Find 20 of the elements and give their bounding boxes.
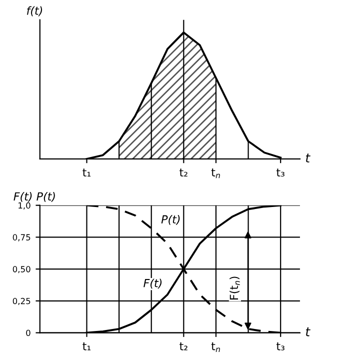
x-tick-label: t₁	[82, 168, 91, 176]
y-axis-title: F(t) P(t)	[14, 192, 55, 202]
annotation: F(t$_{n}$)	[230, 276, 240, 300]
x-tick-label: t₂	[180, 168, 188, 176]
x-tick-label: t₂	[180, 342, 188, 350]
x-tick-label: t₃	[276, 342, 284, 350]
x-tick-label: t$_{n}$	[211, 168, 220, 178]
y-tick-label: 0,25	[12, 298, 30, 306]
y-tick-label: 0,50	[12, 266, 30, 274]
y-tick-label: 0	[26, 330, 30, 336]
x-axis-title: t	[306, 327, 310, 336]
series-label: P(t)	[161, 214, 180, 225]
x-tick-label: t₁	[82, 342, 91, 350]
y-axis-title: f(t)	[26, 6, 42, 16]
x-tick-label: t$_{n}$	[211, 342, 220, 352]
x-axis-title: t	[306, 154, 310, 162]
series-label: F(t)	[144, 278, 162, 289]
x-tick-label: t₃	[276, 168, 284, 177]
y-tick-label: 1,0	[18, 202, 30, 210]
y-tick-label: 0,75	[12, 234, 30, 242]
